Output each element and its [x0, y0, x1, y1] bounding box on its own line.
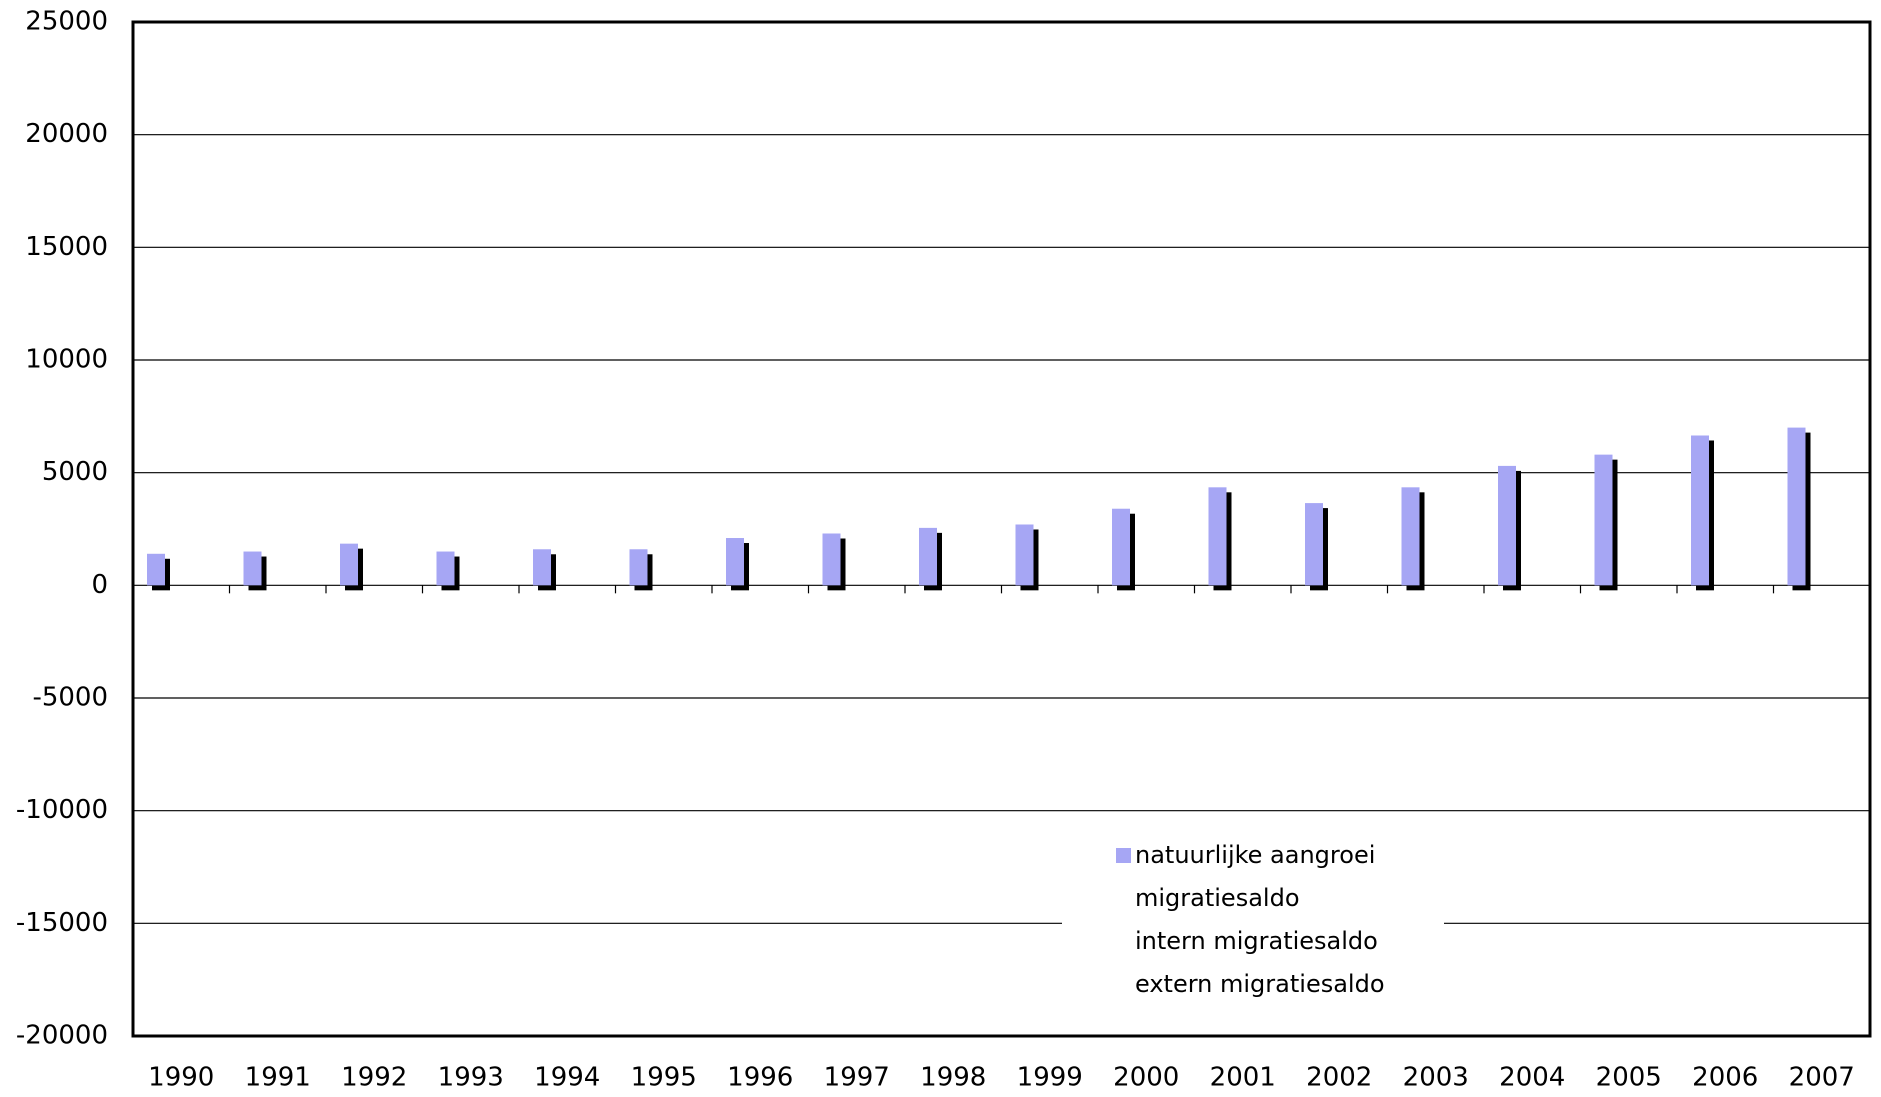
x-tick-label: 1991	[245, 1063, 311, 1093]
y-tick-label: -20000	[16, 1021, 108, 1051]
y-tick-label: -5000	[32, 683, 108, 713]
grid: -20000 -15000 -10000 -5000 0 5000 10000 15000 20…	[16, 7, 1870, 1093]
bar	[243, 551, 262, 586]
bar	[1401, 487, 1420, 586]
x-tick-label: 2007	[1789, 1063, 1855, 1093]
bar	[1112, 508, 1130, 586]
bar	[1594, 454, 1613, 586]
legend-swatch	[1116, 848, 1131, 863]
plot-area	[133, 22, 1870, 1036]
x-tick-label: 1999	[1017, 1063, 1083, 1093]
bar	[1787, 427, 1806, 586]
x-tick-label: 2000	[1113, 1063, 1179, 1093]
x-tick-label: 2002	[1306, 1063, 1372, 1093]
x-tick-label: 1992	[341, 1063, 407, 1093]
legend-label: migratiesaldo	[1135, 884, 1300, 912]
y-tick-label: 0	[91, 570, 108, 600]
x-tick-label: 2006	[1692, 1063, 1758, 1093]
bars	[147, 427, 1811, 591]
x-tick-label: 1990	[148, 1063, 214, 1093]
bar	[629, 549, 648, 586]
bar	[340, 543, 358, 586]
x-tick-label: 1993	[438, 1063, 504, 1093]
bar	[1015, 524, 1034, 586]
bar	[1305, 503, 1323, 586]
legend-box	[1062, 840, 1444, 1020]
bar	[1498, 465, 1516, 586]
y-tick-label: 10000	[25, 345, 108, 375]
y-tick-label: 20000	[25, 119, 108, 149]
y-tick-label: 5000	[42, 457, 108, 487]
bar	[726, 538, 744, 586]
y-tick-label: 25000	[25, 7, 108, 37]
bar	[919, 527, 937, 586]
bar	[147, 553, 165, 586]
legend-label: natuurlijke aangroei	[1135, 841, 1375, 869]
bar	[1691, 435, 1709, 586]
x-tick-label: 1996	[727, 1063, 793, 1093]
bar	[822, 533, 841, 586]
legend-label: intern migratiesaldo	[1135, 927, 1378, 955]
legend: natuurlijke aangroei migratiesaldo intern …	[1062, 840, 1444, 1020]
bar	[436, 551, 455, 586]
x-tick-label: 1997	[824, 1063, 890, 1093]
x-tick-label: 2003	[1403, 1063, 1469, 1093]
legend-label: extern migratiesaldo	[1135, 970, 1385, 998]
x-tick-label: 2001	[1210, 1063, 1276, 1093]
x-tick-label: 2005	[1596, 1063, 1662, 1093]
x-tick-label: 1998	[920, 1063, 986, 1093]
bar	[1208, 487, 1227, 586]
plot-frame	[131, 20, 1872, 1038]
y-tick-label: -10000	[16, 795, 108, 825]
bar	[533, 549, 551, 586]
y-tick-label: 15000	[25, 232, 108, 262]
x-tick-label: 1994	[534, 1063, 600, 1093]
y-tick-label: -15000	[16, 908, 108, 938]
x-tick-label: 2004	[1499, 1063, 1565, 1093]
x-tick-label: 1995	[631, 1063, 697, 1093]
